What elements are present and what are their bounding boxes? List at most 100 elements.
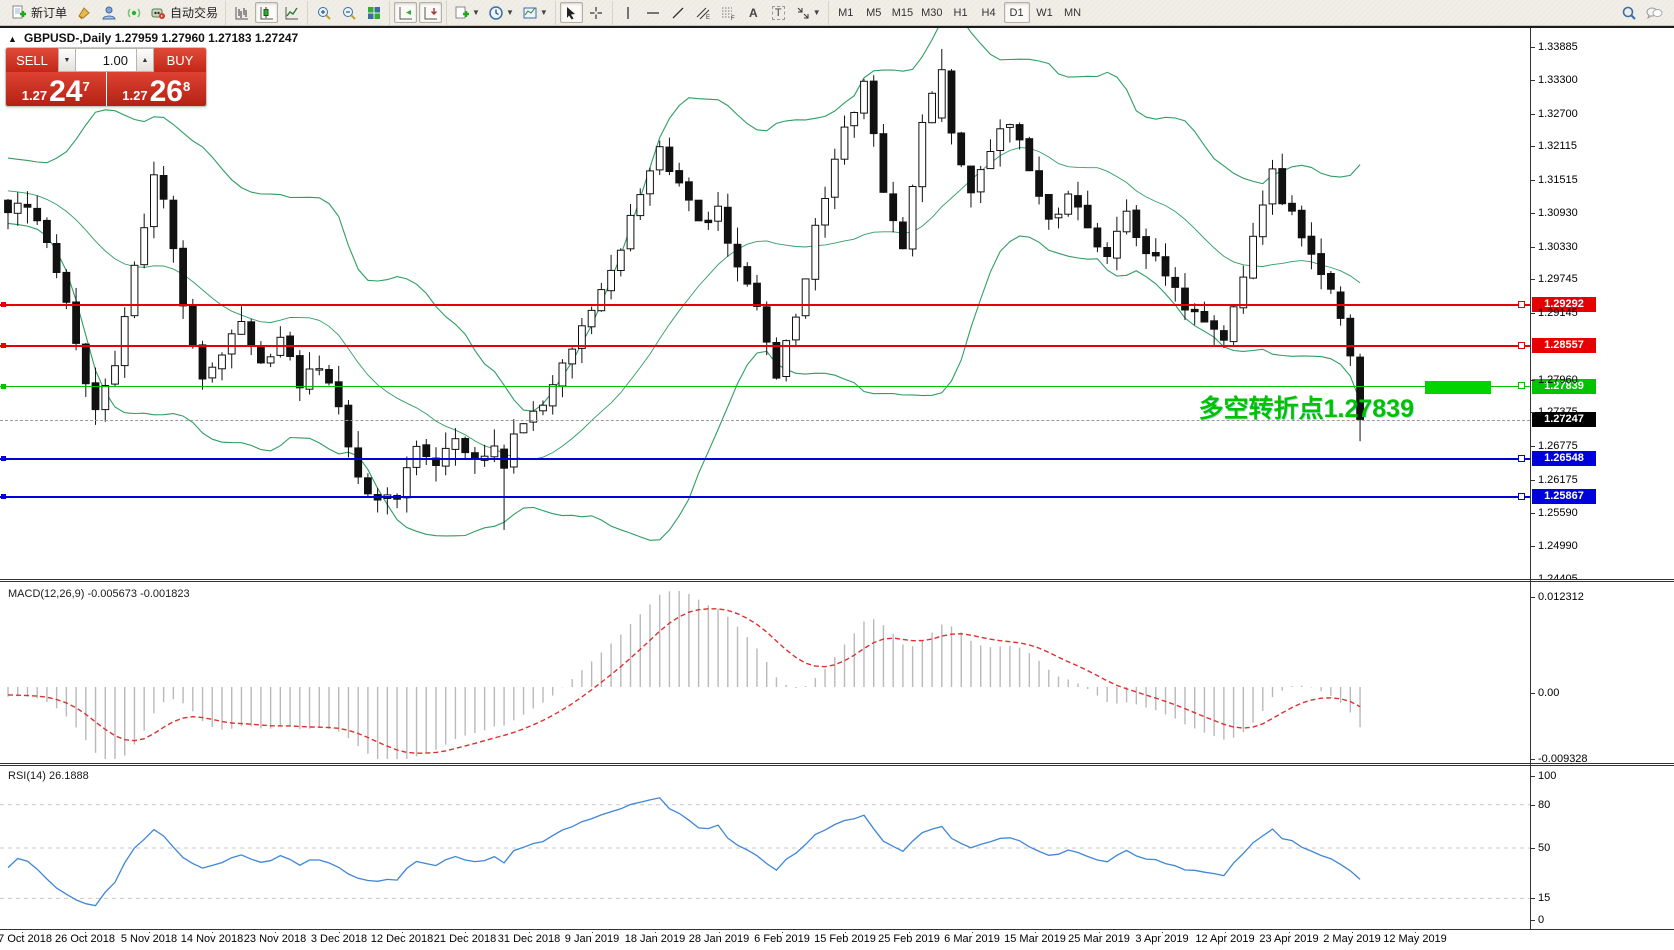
date-tick xyxy=(592,932,593,933)
level-line-handle[interactable] xyxy=(1,456,6,461)
rsi-tick-label: 15 xyxy=(1538,892,1551,904)
timeframe-M30-button[interactable]: M30 xyxy=(921,6,943,19)
price-tick-label: 1.26775 xyxy=(1538,440,1578,452)
search-button[interactable] xyxy=(1617,2,1640,23)
level-line-1.28557[interactable] xyxy=(0,343,1530,348)
buy-button[interactable]: BUY xyxy=(154,48,206,72)
price-tick xyxy=(1530,213,1535,214)
level-line-1.26548[interactable] xyxy=(0,456,1530,461)
price-tick xyxy=(1530,47,1535,48)
level-line-1.27839[interactable] xyxy=(0,384,1530,389)
bid-price-line xyxy=(0,420,1530,421)
trendline-icon xyxy=(672,7,684,18)
timeframe-H4-button[interactable]: H4 xyxy=(981,6,996,19)
horizontal-line-button[interactable] xyxy=(642,2,665,23)
vertical-line-button[interactable] xyxy=(617,2,640,23)
bar-chart-button[interactable] xyxy=(230,2,253,23)
pivot-annotation-text[interactable]: 多空转折点1.27839 xyxy=(1198,395,1414,423)
date-tick xyxy=(1225,932,1226,933)
timeframe-MN-button[interactable]: MN xyxy=(1063,6,1082,19)
pivot-highlight-rect[interactable] xyxy=(1425,381,1491,394)
pane-separator[interactable] xyxy=(0,579,1674,582)
autotrading-button[interactable]: 自动交易 xyxy=(147,2,221,23)
channel-button[interactable]: E xyxy=(692,2,715,23)
level-line-anchor xyxy=(1518,455,1525,462)
timeframe-M15-button[interactable]: M15 xyxy=(891,6,914,19)
tile-windows-button[interactable] xyxy=(362,2,385,23)
timeframe-M5-button[interactable]: M5 xyxy=(866,6,882,19)
indicators-dropdown[interactable]: ▼ xyxy=(451,2,483,23)
price-tick xyxy=(1530,180,1535,181)
text-button[interactable]: A xyxy=(742,2,765,23)
date-tick xyxy=(972,932,973,933)
fibonacci-button[interactable]: F xyxy=(717,2,740,23)
price-tick-label: 1.33885 xyxy=(1538,41,1578,53)
volume-input[interactable]: 1.00 xyxy=(76,48,136,72)
level-line-handle[interactable] xyxy=(1,343,6,348)
sell-price-button[interactable]: 1.27 24 7 xyxy=(6,72,106,106)
price-tick-label: 1.33300 xyxy=(1538,74,1578,86)
bid-price-badge: 1.27247 xyxy=(1532,412,1596,427)
price-tick-label: 1.30930 xyxy=(1538,207,1578,219)
level-line-anchor xyxy=(1518,493,1525,500)
trendline-button[interactable] xyxy=(667,2,690,23)
level-line-handle[interactable] xyxy=(1,302,6,307)
arrows-dropdown[interactable]: ▼ xyxy=(792,2,824,23)
profiles-icon xyxy=(101,6,116,19)
auto-scroll-button[interactable] xyxy=(394,2,418,23)
text-label-button[interactable]: T xyxy=(767,2,790,23)
bollinger-upper-band xyxy=(7,28,1361,412)
level-line-anchor xyxy=(1518,342,1525,349)
timeframe-M1-button[interactable]: M1 xyxy=(838,6,854,19)
styler-button[interactable] xyxy=(72,2,95,23)
line-chart-button[interactable] xyxy=(280,2,303,23)
level-line-handle[interactable] xyxy=(1,494,6,499)
profiles-button[interactable] xyxy=(97,2,120,23)
price-tick-label: 1.29745 xyxy=(1538,273,1578,285)
new-order-button[interactable]: 新订单 xyxy=(8,2,70,23)
crosshair-button[interactable] xyxy=(585,2,608,23)
level-line-handle[interactable] xyxy=(1,384,6,389)
macd-tick xyxy=(1530,693,1535,694)
date-label: 23 Apr 2019 xyxy=(1259,933,1319,945)
timeframe-H1-button[interactable]: H1 xyxy=(953,6,968,19)
level-line-1.25867[interactable] xyxy=(0,494,1530,499)
date-label: 17 Oct 2018 xyxy=(0,933,52,945)
date-label: 31 Dec 2018 xyxy=(497,933,561,945)
date-tick xyxy=(22,932,23,933)
date-label: 12 May 2019 xyxy=(1383,933,1447,945)
collapse-panel-icon[interactable]: ▲ xyxy=(8,34,17,44)
indicators-icon xyxy=(455,6,470,18)
level-line-1.29292[interactable] xyxy=(0,302,1530,307)
search-icon xyxy=(1622,6,1636,20)
zoom-in-button[interactable] xyxy=(312,2,335,23)
price-tick-label: 1.30330 xyxy=(1538,241,1578,253)
buy-price-button[interactable]: 1.27 26 8 xyxy=(106,72,206,106)
date-tick xyxy=(719,932,720,933)
date-label: 6 Feb 2019 xyxy=(754,933,810,945)
chat-button[interactable] xyxy=(1642,2,1666,23)
timeframe-D1-button[interactable]: D1 xyxy=(1003,2,1030,23)
pane-separator[interactable] xyxy=(0,763,1674,766)
text-icon: A xyxy=(748,5,758,20)
candlestick-button[interactable] xyxy=(255,2,279,23)
cursor-button[interactable] xyxy=(559,2,583,23)
volume-increase-button[interactable]: ▲ xyxy=(136,48,154,72)
volume-decrease-button[interactable]: ▼ xyxy=(58,48,76,72)
chart-shift-button[interactable] xyxy=(419,2,443,23)
date-tick xyxy=(909,932,910,933)
sell-button[interactable]: SELL xyxy=(6,48,58,72)
zoom-out-button[interactable] xyxy=(337,2,360,23)
price-tick-label: 1.27375 xyxy=(1538,406,1578,418)
signals-button[interactable] xyxy=(122,2,145,23)
price-tick xyxy=(1530,546,1535,547)
macd-tick xyxy=(1530,759,1535,760)
date-label: 28 Jan 2019 xyxy=(688,933,750,945)
price-tick-label: 1.29145 xyxy=(1538,307,1578,319)
timeframe-W1-button[interactable]: W1 xyxy=(1036,6,1053,19)
price-tick xyxy=(1530,146,1535,147)
price-tick xyxy=(1530,313,1535,314)
templates-dropdown[interactable]: ▼ xyxy=(519,2,551,23)
periods-dropdown[interactable]: ▼ xyxy=(485,2,517,23)
